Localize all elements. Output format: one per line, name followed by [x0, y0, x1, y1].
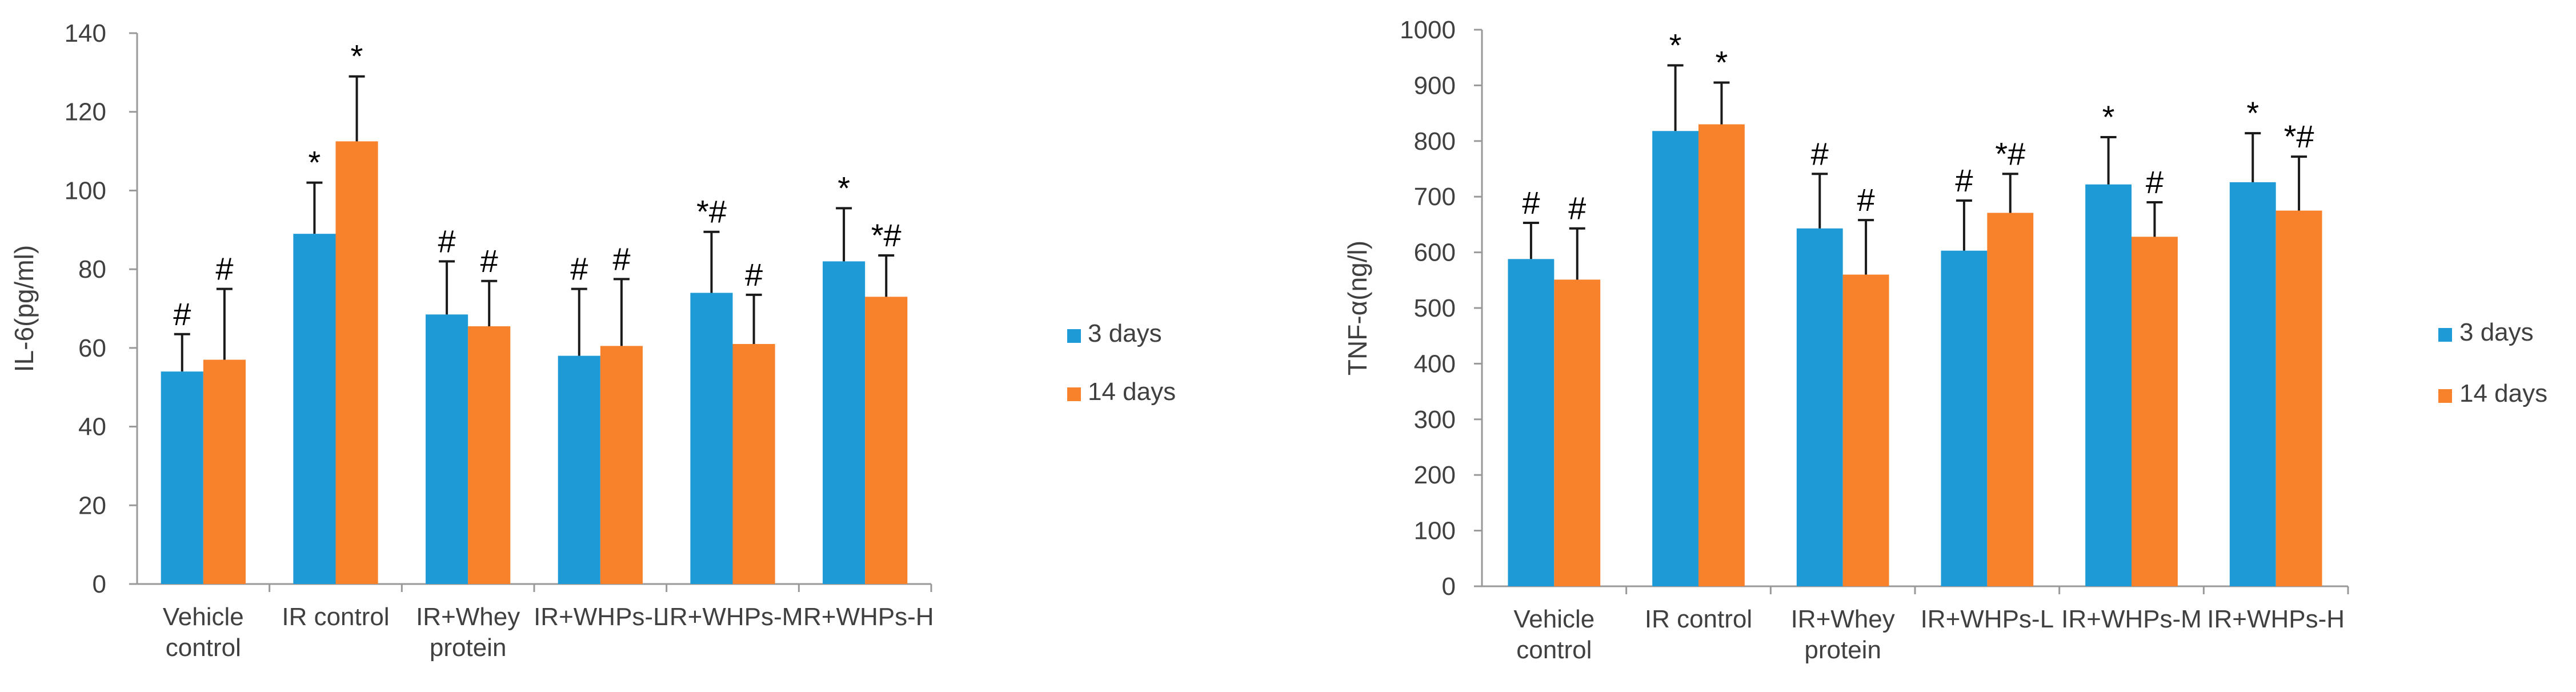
significance-marker: # [570, 251, 588, 287]
y-tick-label: 1000 [1400, 16, 1456, 44]
bar-3-days [1508, 259, 1555, 587]
bar-14-days [335, 141, 378, 584]
significance-marker: * [2102, 99, 2115, 135]
bar-3-days [293, 234, 336, 585]
significance-marker: * [351, 38, 363, 74]
significance-marker: # [215, 251, 233, 287]
y-tick-label: 40 [78, 413, 106, 441]
significance-marker: # [1811, 135, 1829, 171]
y-axis-label: TNF-α(ng/l) [1343, 241, 1372, 375]
y-tick-label: 120 [65, 98, 106, 126]
y-tick-label: 80 [78, 255, 106, 283]
significance-marker: * [2246, 95, 2259, 131]
bar-14-days [1842, 274, 1889, 586]
x-category-label: protein [430, 634, 507, 662]
legend-label-3-days: 3 days [2459, 318, 2534, 346]
legend-swatch-14-days [2438, 389, 2452, 403]
x-category-label: Vehicle [163, 603, 244, 631]
significance-marker: # [480, 243, 498, 279]
y-tick-label: 60 [78, 334, 106, 362]
y-tick-label: 600 [1414, 239, 1456, 267]
legend-label-14-days: 14 days [2459, 379, 2547, 407]
bar-14-days [1987, 213, 2034, 586]
significance-marker: * [1669, 27, 1682, 63]
significance-marker: * [1716, 45, 1728, 81]
legend-label-14-days: 14 days [1088, 378, 1176, 406]
significance-marker: # [1955, 162, 1973, 198]
y-tick-label: 800 [1414, 127, 1456, 155]
bar-3-days [2085, 184, 2132, 587]
bar-3-days [1941, 250, 1988, 587]
x-category-label: protein [1804, 636, 1881, 664]
bar-14-days [600, 346, 643, 584]
x-category-label: control [1516, 636, 1592, 664]
x-category-label: control [166, 634, 241, 662]
y-tick-label: 400 [1414, 350, 1456, 378]
bar-14-days [1698, 124, 1745, 586]
y-tick-label: 900 [1414, 71, 1456, 99]
y-tick-label: 500 [1414, 294, 1456, 322]
bar-14-days [2275, 210, 2322, 586]
y-tick-label: 0 [1442, 573, 1456, 601]
bar-14-days [468, 326, 511, 584]
y-axis-label: IL-6(pg/ml) [9, 245, 39, 372]
x-category-label: IR+WHPs-H [2207, 605, 2345, 633]
x-category-label: IR+WHPs-M [2061, 605, 2202, 633]
x-category-label: IR+WHPs-H [796, 603, 934, 631]
bar-14-days [203, 359, 246, 584]
bar-3-days [2229, 182, 2276, 587]
legend-swatch-3-days [1067, 329, 1081, 343]
bar-3-days [690, 293, 733, 584]
y-tick-label: 140 [65, 19, 106, 47]
significance-marker: # [745, 257, 763, 293]
bar-3-days [161, 371, 203, 584]
legend-label-3-days: 3 days [1088, 319, 1162, 347]
x-category-label: IR+Whey [416, 603, 520, 631]
significance-marker: # [612, 241, 630, 277]
significance-marker: # [1522, 185, 1540, 221]
y-tick-label: 0 [93, 570, 106, 598]
significance-marker: * [838, 170, 850, 206]
y-tick-label: 700 [1414, 183, 1456, 211]
y-tick-label: 100 [1414, 517, 1456, 545]
bar-14-days [1554, 279, 1601, 586]
bar-14-days [732, 343, 775, 584]
x-category-label: Vehicle [1513, 605, 1595, 633]
legend-swatch-14-days [1067, 387, 1081, 401]
x-category-label: IR+WHPs-L [534, 603, 667, 631]
bar-14-days [865, 297, 908, 584]
significance-marker: * [309, 145, 321, 181]
bar-14-days [2132, 237, 2178, 586]
y-tick-label: 300 [1414, 406, 1456, 434]
x-category-label: IR+WHPs-L [1921, 605, 2054, 633]
y-tick-label: 20 [78, 491, 106, 519]
chart-1: 0 20 40 60 80 100 120 140 IL-6(pg/ml) # # Vehicle co… [9, 19, 1176, 662]
x-category-label: IR+Whey [1791, 605, 1895, 633]
significance-marker: # [2146, 164, 2164, 200]
x-category-label: IR control [1645, 605, 1752, 633]
chart-2: 0 100 200 300 400 500 600 700 800 900 1000 TNF-α(ng… [1343, 16, 2547, 664]
y-tick-label: 200 [1414, 461, 1456, 489]
y-tick-label: 100 [65, 177, 106, 205]
bar-3-days [1796, 228, 1843, 586]
significance-marker: *# [2284, 118, 2314, 154]
significance-marker: *# [1995, 135, 2025, 171]
x-category-label: IR control [282, 603, 389, 631]
bar-3-days [426, 314, 468, 584]
significance-marker: # [1568, 190, 1586, 226]
bar-3-days [1652, 131, 1698, 586]
significance-marker: *# [871, 217, 902, 253]
bar-3-days [823, 261, 866, 584]
significance-marker: *# [696, 194, 727, 230]
x-category-label: IR+WHPs-M [663, 603, 803, 631]
significance-marker: # [1857, 182, 1875, 218]
significance-marker: # [438, 223, 456, 259]
legend-swatch-3-days [2438, 328, 2452, 342]
bar-3-days [558, 355, 600, 584]
significance-marker: # [173, 296, 191, 332]
